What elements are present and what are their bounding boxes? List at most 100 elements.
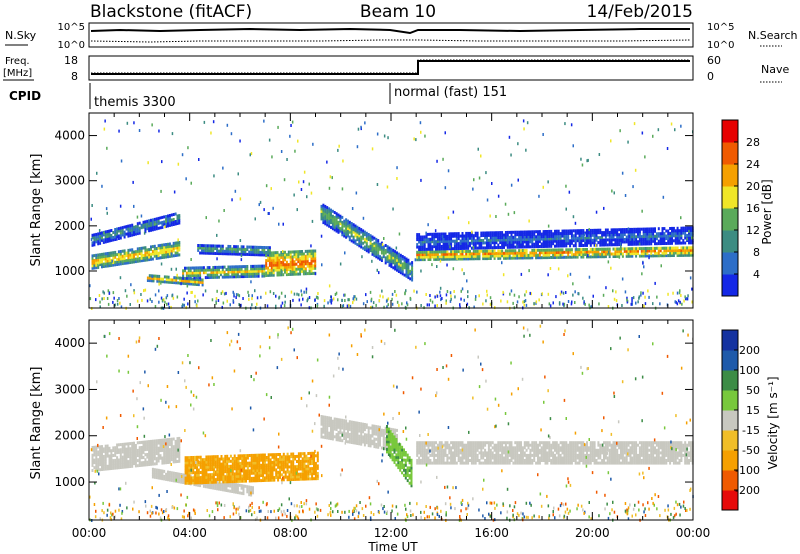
data-cell: [476, 249, 479, 253]
data-cell: [136, 227, 139, 231]
scatter-cell: [428, 303, 430, 307]
data-cell: [202, 271, 205, 275]
data-cell: [623, 249, 626, 253]
data-cell: [559, 232, 562, 236]
data-cell: [191, 271, 194, 275]
scatter-cell: [603, 206, 605, 210]
scatter-cell: [459, 303, 461, 307]
data-cell: [153, 252, 156, 256]
data-cell: [165, 448, 168, 452]
data-cell: [271, 473, 274, 477]
data-cell: [229, 482, 232, 485]
data-cell: [527, 253, 530, 257]
data-cell: [206, 244, 209, 248]
data-cell: [604, 231, 607, 234]
scatter-cell: [504, 202, 507, 206]
data-cell: [265, 266, 268, 270]
data-cell: [508, 256, 511, 260]
data-cell: [256, 461, 259, 465]
scatter-cell: [517, 142, 519, 146]
data-cell: [192, 282, 195, 286]
data-cell: [102, 449, 105, 453]
data-cell: [161, 220, 164, 224]
data-cell: [199, 481, 202, 485]
data-cell: [248, 476, 251, 480]
scatter-cell: [151, 275, 153, 279]
data-cell: [467, 249, 470, 253]
scatter-cell: [225, 291, 227, 295]
data-cell: [569, 244, 572, 248]
data-cell: [165, 248, 168, 251]
data-cell: [457, 247, 460, 250]
data-cell: [487, 241, 490, 245]
data-cell: [102, 467, 105, 471]
data-cell: [523, 240, 526, 244]
data-cell: [121, 448, 124, 451]
data-cell: [472, 241, 475, 245]
data-cell: [580, 239, 583, 243]
data-cell: [569, 229, 572, 233]
data-cell: [478, 254, 481, 258]
data-cell: [672, 254, 675, 257]
data-cell: [278, 266, 281, 269]
data-cell: [322, 218, 325, 222]
data-cell: [313, 462, 315, 465]
data-cell: [129, 256, 132, 259]
data-cell: [212, 457, 215, 461]
cpid-row: CPID themis 3300 normal (fast) 151: [9, 83, 507, 110]
data-cell: [307, 464, 310, 468]
scatter-cell: [248, 294, 250, 298]
data-cell: [593, 231, 596, 235]
data-cell: [252, 456, 255, 460]
data-cell: [489, 254, 492, 258]
data-cell: [499, 254, 502, 258]
data-cell: [552, 251, 555, 254]
data-cell: [197, 473, 200, 477]
data-cell: [216, 273, 219, 277]
data-cell: [204, 485, 207, 489]
data-cell: [608, 255, 611, 259]
data-cell: [197, 266, 200, 270]
data-cell: [224, 459, 227, 463]
data-cell: [238, 267, 241, 271]
data-cell: [546, 248, 549, 252]
data-cell: [239, 469, 242, 473]
data-cell: [138, 231, 141, 235]
data-cell: [131, 441, 134, 445]
data-cell: [604, 247, 607, 251]
data-cell: [246, 461, 249, 465]
data-cell: [227, 244, 230, 248]
data-cell: [214, 470, 217, 474]
scatter-cell: [674, 300, 676, 304]
nave-line: [91, 59, 690, 74]
data-cell: [151, 218, 154, 222]
scatter-cell: [688, 229, 690, 233]
data-cell: [129, 447, 132, 451]
data-cell: [121, 249, 124, 253]
data-cell: [563, 250, 566, 254]
data-cell: [163, 477, 166, 481]
data-cell: [168, 473, 171, 477]
data-cell: [301, 267, 303, 271]
data-cell: [390, 252, 393, 256]
data-cell: [599, 255, 602, 259]
scatter-cell: [254, 217, 256, 221]
data-cell: [550, 251, 553, 255]
data-cell: [484, 231, 487, 235]
data-cell: [253, 269, 256, 273]
data-cell: [650, 246, 653, 250]
data-cell: [604, 255, 607, 259]
data-cell: [284, 253, 286, 257]
data-cell: [194, 463, 197, 467]
data-cell: [555, 242, 558, 246]
data-cell: [208, 266, 211, 270]
data-cell: [133, 454, 135, 458]
scatter-cell: [568, 190, 571, 194]
scatter-cell: [631, 299, 633, 303]
data-cell: [440, 237, 443, 241]
data-cell: [263, 246, 266, 249]
data-cell: [322, 208, 325, 212]
scatter-cell: [472, 187, 474, 191]
data-cell: [326, 218, 329, 222]
